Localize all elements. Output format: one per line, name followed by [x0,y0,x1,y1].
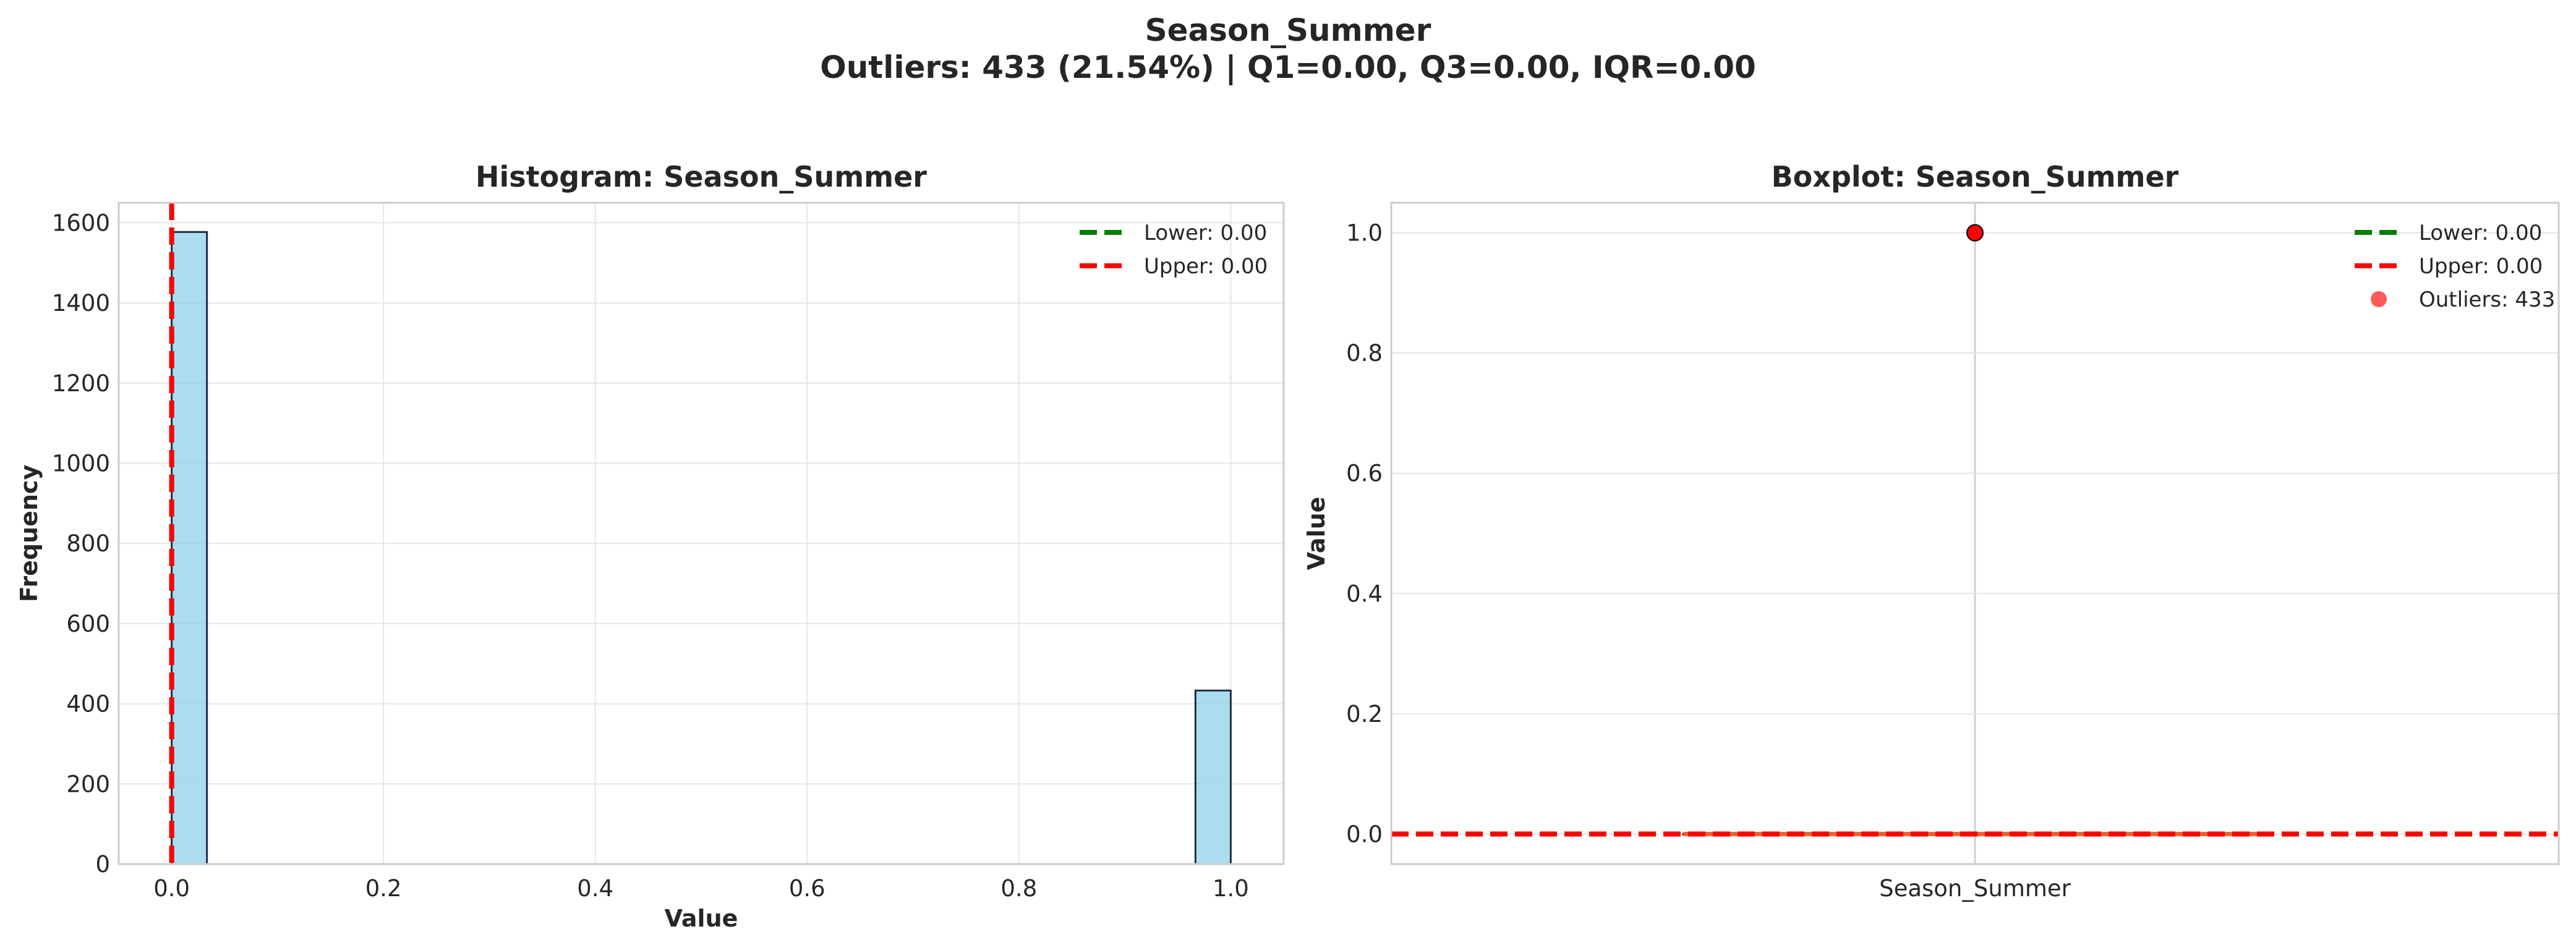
histogram-x-tick-label: 0.4 [577,875,613,902]
histogram-y-tick-label: 200 [66,771,110,797]
legend-label-lower: Lower: 0.00 [2419,221,2542,245]
histogram-x-tick-label: 1.0 [1213,875,1249,902]
boxplot-title: Boxplot: Season_Summer [1772,160,2179,193]
boxplot-y-tick-label: 0.8 [1346,340,1383,367]
histogram-bar [171,231,208,865]
boxplot-y-axis-label: Value [1303,497,1330,570]
boxplot-y-tick-label: 0.0 [1346,821,1383,847]
histogram-y-tick-label: 1000 [52,451,110,477]
histogram-x-tick-label: 0.0 [153,875,190,902]
histogram-y-tick-label: 800 [66,530,110,557]
histogram-frame [117,201,1285,865]
legend-label-upper: Upper: 0.00 [2419,254,2543,279]
histogram-y-axis-label: Frequency [15,465,43,603]
boxplot-outlier-point [1966,224,1984,242]
boxplot-y-tick-label: 0.2 [1346,701,1383,727]
legend-label-outliers: Outliers: 433 [2419,287,2555,312]
histogram-x-axis-label: Value [665,905,738,932]
histogram-plot-area [119,203,1284,864]
boxplot-panel: 0.0 0.2 0.4 0.6 0.8 1.0 Season_Summer Boxplot: … [1303,160,2560,902]
histogram-x-tick-label: 0.8 [1000,875,1037,902]
histogram-x-tick-label: 0.6 [789,875,825,902]
histogram-y-tick-label: 1400 [52,290,110,316]
histogram-panel: 0.0 0.2 0.4 0.6 0.8 1.0 0 200 400 600 800 1000 1200 1… [15,160,1285,932]
boxplot-y-tick-label: 0.4 [1346,580,1383,607]
boxplot-y-tick-label: 0.6 [1346,460,1383,487]
legend-label-upper: Upper: 0.00 [1144,254,1268,279]
boxplot-frame [1390,201,2560,865]
histogram-x-tick-label: 0.2 [365,875,402,902]
histogram-y-tick-label: 400 [66,691,110,718]
histogram-y-tick-label: 600 [66,611,110,637]
legend-label-lower: Lower: 0.00 [1144,221,1267,245]
boxplot-y-tick-label: 1.0 [1346,220,1383,247]
boxplot-x-tick-label: Season_Summer [1879,875,2071,902]
legend-swatch-outliers [2371,291,2387,307]
histogram-title: Histogram: Season_Summer [476,160,927,193]
figure-title: Season_Summer [1145,12,1431,48]
histogram-y-tick-label: 0 [95,851,110,878]
histogram-y-tick-label: 1600 [52,210,110,236]
histogram-y-tick-label: 1200 [52,370,110,397]
histogram-bar [1194,689,1232,865]
figure-subtitle: Outliers: 433 (21.54%) | Q1=0.00, Q3=0.0… [820,49,1756,85]
